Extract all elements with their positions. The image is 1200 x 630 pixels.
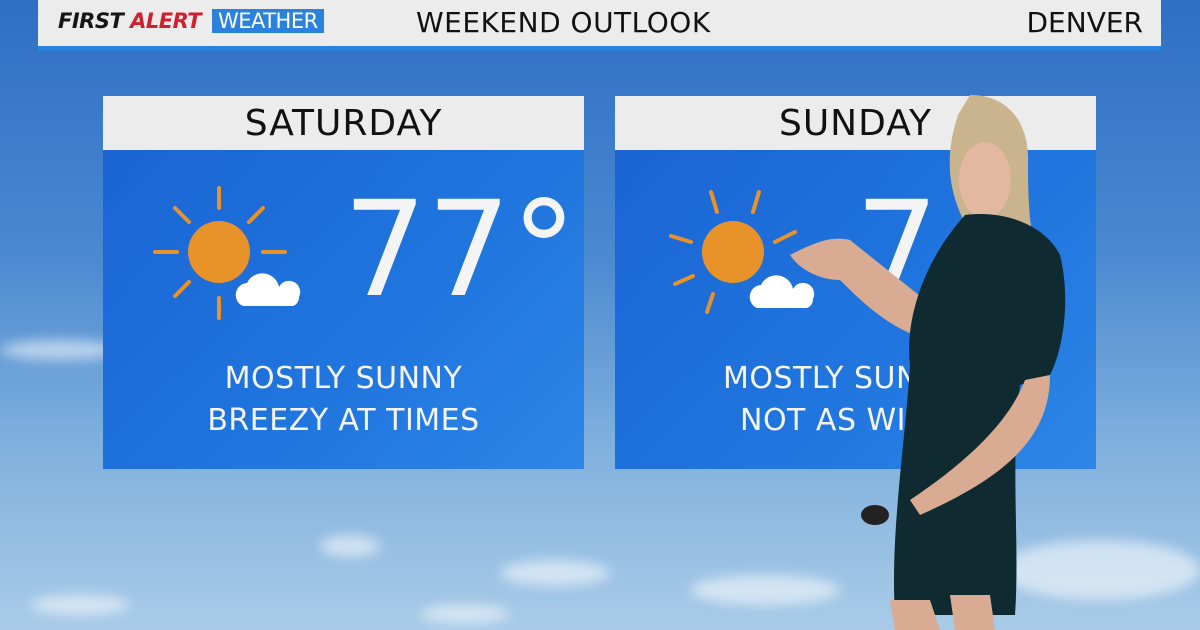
sun-with-cloud-icon: [153, 186, 301, 320]
sky-cloud: [420, 605, 510, 623]
temperature: 77°: [343, 173, 577, 327]
forecast-card-saturday: SATURDAY 77° MOSTLY SUNNY BREEZY AT TIME…: [103, 96, 584, 469]
sun-with-cloud-icon: [669, 190, 815, 314]
condition-line-1: MOSTLY SUNNY: [224, 361, 463, 396]
condition-line-2: BREEZY AT TIMES: [207, 403, 480, 438]
brand-alert: ALERT: [130, 9, 202, 33]
sky-cloud: [500, 560, 610, 586]
presenter: [790, 95, 1066, 630]
city-label: DENVER: [1026, 6, 1144, 39]
sky-cloud: [690, 575, 840, 605]
header-bar: FIRST ALERT WEATHER WEEKEND OUTLOOK DENV…: [38, 0, 1161, 51]
brand-weather: WEATHER: [211, 9, 324, 33]
sky-cloud: [1000, 540, 1200, 600]
condition-line-2: NOT AS WIN: [740, 403, 929, 438]
condition-line-1: MOSTLY SUN: [723, 361, 919, 396]
brand-first: FIRST: [58, 9, 124, 33]
sky-cloud: [0, 340, 120, 360]
brand-logo: FIRST ALERT WEATHER: [58, 9, 324, 33]
day-label: SATURDAY: [103, 96, 584, 150]
sky-cloud: [30, 595, 130, 615]
sky-cloud: [320, 535, 380, 557]
page-title: WEEKEND OUTLOOK: [416, 6, 711, 39]
